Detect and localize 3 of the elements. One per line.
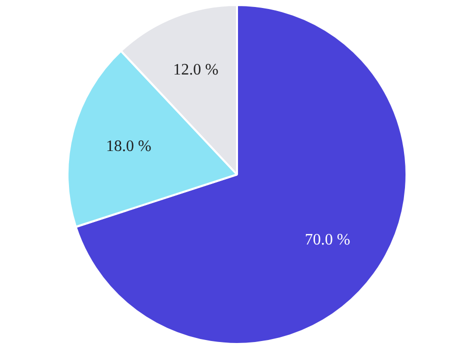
data-label: 18.0 % [106,138,152,155]
data-label: 70.0 % [304,231,350,248]
data-label: 12.0 % [173,62,218,79]
